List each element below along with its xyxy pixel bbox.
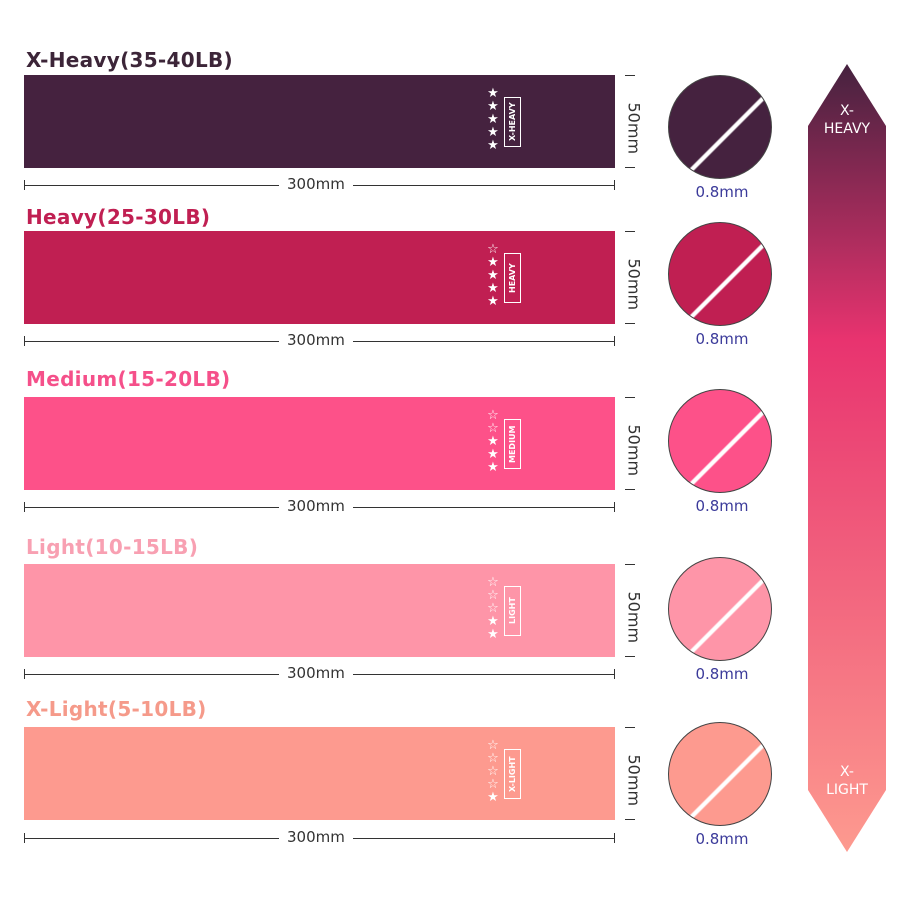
star-empty-icon: ☆ <box>487 588 499 603</box>
band-swatch: ★ ☆ ☆ ☆ ☆ X-LIGHT <box>24 727 615 820</box>
band-tag: HEAVY <box>504 253 521 303</box>
star-filled-icon: ★ <box>487 112 499 127</box>
star-filled-icon: ★ <box>487 790 499 805</box>
thickness-value: 0.8mm <box>695 665 749 683</box>
resistance-scale-arrow <box>808 64 886 852</box>
band-tag: X-HEAVY <box>504 97 521 147</box>
width-value: 300mm <box>279 828 353 846</box>
star-filled-icon: ★ <box>487 125 499 140</box>
star-filled-icon: ★ <box>487 86 499 101</box>
band-swatch: ★ ★ ☆ ☆ ☆ LIGHT <box>24 564 615 657</box>
thickness-value: 0.8mm <box>695 830 749 848</box>
star-filled-icon: ★ <box>487 268 499 283</box>
width-value: 300mm <box>279 497 353 515</box>
thickness-value: 0.8mm <box>695 330 749 348</box>
star-rating: ★ ★ ★ ☆ ☆ <box>484 409 502 474</box>
band-swatch: ★ ★ ★ ☆ ☆ MEDIUM <box>24 397 615 490</box>
star-rating: ★ ★ ☆ ☆ ☆ <box>484 576 502 641</box>
width-value: 300mm <box>279 331 353 349</box>
width-dimension: 300mm <box>24 497 615 515</box>
width-value: 300mm <box>279 175 353 193</box>
star-empty-icon: ☆ <box>487 764 499 779</box>
star-rating: ★ ☆ ☆ ☆ ☆ <box>484 739 502 804</box>
star-filled-icon: ★ <box>487 99 499 114</box>
star-rating: ★ ★ ★ ★ ☆ <box>484 243 502 308</box>
band-swatch: ★ ★ ★ ★ ☆ HEAVY <box>24 231 615 324</box>
height-dimension: 50mm <box>622 231 644 324</box>
width-value: 300mm <box>279 664 353 682</box>
width-dimension: 300mm <box>24 175 615 193</box>
star-filled-icon: ★ <box>487 434 499 449</box>
width-dimension: 300mm <box>24 664 615 682</box>
star-rating: ★ ★ ★ ★ ★ <box>484 87 502 152</box>
scale-bottom-label: X- LIGHT <box>826 764 868 798</box>
star-filled-icon: ★ <box>487 255 499 270</box>
height-value: 50mm <box>624 258 644 311</box>
thickness-value: 0.8mm <box>695 497 749 515</box>
height-dimension: 50mm <box>622 397 644 490</box>
star-empty-icon: ☆ <box>487 751 499 766</box>
star-filled-icon: ★ <box>487 627 499 642</box>
band-label: X-Heavy(35-40LB) <box>26 48 233 72</box>
height-dimension: 50mm <box>622 727 644 820</box>
width-dimension: 300mm <box>24 331 615 349</box>
band-closeup-image <box>668 75 772 179</box>
star-empty-icon: ☆ <box>487 738 499 753</box>
band-closeup-image <box>668 557 772 661</box>
star-empty-icon: ☆ <box>487 408 499 423</box>
star-filled-icon: ★ <box>487 447 499 462</box>
height-dimension: 50mm <box>622 564 644 657</box>
star-empty-icon: ☆ <box>487 601 499 616</box>
scale-top-label: X- HEAVY <box>823 103 871 137</box>
star-filled-icon: ★ <box>487 614 499 629</box>
band-label: Heavy(25-30LB) <box>26 205 211 229</box>
band-label: Medium(15-20LB) <box>26 367 231 391</box>
band-closeup-image <box>668 222 772 326</box>
height-value: 50mm <box>624 754 644 807</box>
thickness-value: 0.8mm <box>695 183 749 201</box>
star-empty-icon: ☆ <box>487 575 499 590</box>
band-label: Light(10-15LB) <box>26 535 199 559</box>
band-label: X-Light(5-10LB) <box>26 697 207 721</box>
height-value: 50mm <box>624 424 644 477</box>
star-filled-icon: ★ <box>487 138 499 153</box>
height-value: 50mm <box>624 102 644 155</box>
band-tag: X-LIGHT <box>504 749 521 799</box>
width-dimension: 300mm <box>24 828 615 846</box>
band-closeup-image <box>668 389 772 493</box>
star-filled-icon: ★ <box>487 281 499 296</box>
star-empty-icon: ☆ <box>487 421 499 436</box>
band-swatch: ★ ★ ★ ★ ★ X-HEAVY <box>24 75 615 168</box>
band-tag: MEDIUM <box>504 419 521 469</box>
star-empty-icon: ☆ <box>487 777 499 792</box>
height-dimension: 50mm <box>622 75 644 168</box>
height-value: 50mm <box>624 591 644 644</box>
band-closeup-image <box>668 722 772 826</box>
star-empty-icon: ☆ <box>487 242 499 257</box>
band-tag: LIGHT <box>504 586 521 636</box>
star-filled-icon: ★ <box>487 460 499 475</box>
star-filled-icon: ★ <box>487 294 499 309</box>
